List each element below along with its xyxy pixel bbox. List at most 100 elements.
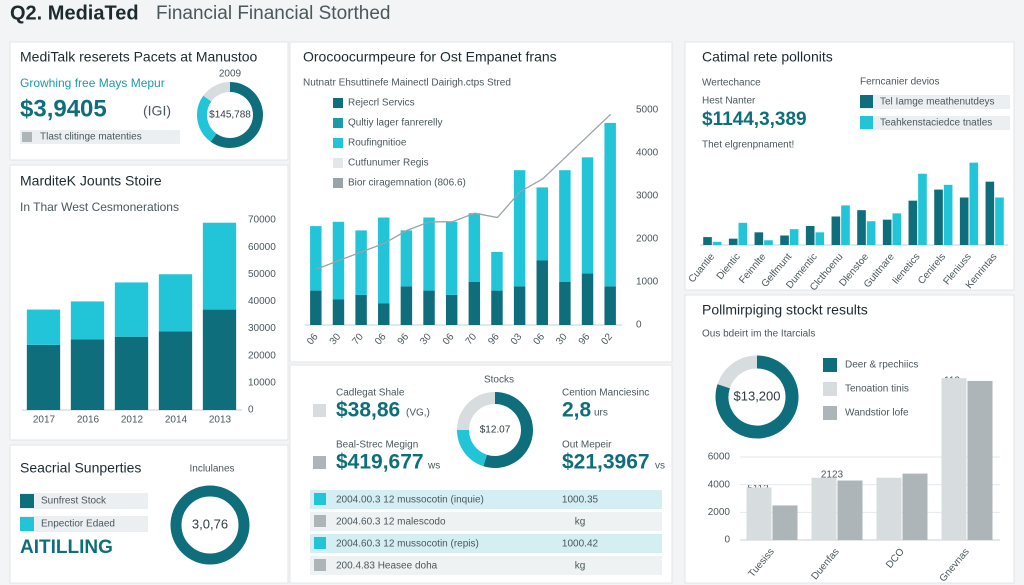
bar — [445, 294, 458, 325]
bar — [400, 286, 413, 325]
bar — [26, 309, 61, 345]
kpi-unit: ws — [427, 461, 440, 472]
panel-title: Pollmirpiging stockt results — [702, 302, 868, 318]
icon — [313, 456, 326, 469]
legend-swatch — [20, 517, 34, 531]
subtitle: Ous bdeirt im the Itarcials — [702, 329, 815, 340]
y-tick-label: 0 — [724, 535, 730, 546]
y-tick-label: 50000 — [248, 269, 276, 280]
note: Thet elgrenpnament! — [702, 140, 794, 151]
bar — [423, 290, 435, 325]
bar — [114, 282, 149, 337]
bar — [959, 197, 969, 245]
table-cell: 2004.00.3 12 mussocotin (inquie) — [336, 495, 484, 506]
bar — [581, 273, 594, 325]
y-tick-label: 2000 — [636, 234, 659, 245]
legend-label: Roufingnitioe — [348, 138, 407, 149]
bar — [26, 344, 61, 410]
kpi-unit: urs — [594, 408, 608, 419]
bar — [400, 230, 413, 287]
legend-swatch — [823, 406, 837, 420]
table-cell: kg — [575, 517, 586, 528]
bar — [70, 301, 105, 340]
bar — [805, 226, 815, 245]
legend-label: Bior ciragemnation (806.6) — [348, 178, 466, 189]
y-tick-label: 0 — [248, 405, 254, 416]
bar — [815, 232, 825, 245]
legend-swatch — [860, 95, 873, 108]
donut-slice — [170, 485, 250, 565]
y-tick-label: 70000 — [248, 215, 276, 226]
bar — [310, 226, 322, 291]
kpi: $3,9405 — [20, 95, 107, 122]
page-subtitle: Financial Financial Storthed — [156, 3, 390, 24]
bar — [728, 238, 738, 245]
donut-title: Stocks — [484, 375, 514, 386]
bar — [764, 240, 773, 245]
bar — [202, 309, 237, 410]
row-icon — [314, 537, 326, 549]
table-cell: 2004.60.3 12 malescodo — [336, 517, 446, 528]
y-tick-label: 6000 — [708, 452, 731, 463]
bar — [581, 157, 594, 274]
bar — [604, 122, 616, 287]
legend-label: Deer & rpechiics — [845, 360, 918, 371]
bar — [703, 237, 712, 245]
bar — [158, 274, 193, 332]
kpi-unit: vs — [655, 461, 665, 472]
table-row — [310, 534, 662, 553]
bar — [604, 286, 616, 325]
y-tick-label: 40000 — [248, 296, 276, 307]
bar — [941, 378, 967, 540]
legend-bg — [860, 95, 1010, 109]
legend-bg — [20, 130, 180, 144]
bar — [445, 221, 458, 295]
x-tick-label: 2014 — [165, 415, 188, 426]
legend-swatch — [333, 178, 343, 188]
kpi-label: Cention Manciesinc — [562, 388, 649, 399]
y-tick-label: 10000 — [248, 377, 276, 388]
subtitle: Nutnatr Ehsuttinefe Mainectl Dairigh.ctp… — [303, 78, 511, 89]
bar — [513, 286, 526, 325]
bar — [780, 235, 789, 245]
bar — [332, 299, 345, 325]
donut-label: 3,0,76 — [192, 516, 228, 531]
bar — [837, 480, 863, 540]
table-cell: 200.4.83 Heasee doha — [336, 561, 438, 572]
kpi-unit: (IGI) — [143, 103, 171, 119]
bar — [559, 170, 571, 282]
table-cell: 2004.60.3 12 mussocotin (repis) — [336, 539, 479, 550]
bar — [876, 477, 902, 540]
legend-label: Tel Iamge meathenutdeys — [880, 97, 995, 108]
bar — [746, 487, 772, 540]
bar — [995, 197, 1004, 245]
bar — [536, 187, 548, 261]
legend-swatch — [333, 158, 343, 168]
legend-swatch — [823, 358, 837, 372]
table: 2004.00.3 12 mussocotin (inquie) 1000.35 2… — [310, 490, 662, 575]
y-tick-label: 2000 — [708, 507, 731, 518]
donut-label: $145,788 — [209, 110, 251, 121]
table-row — [310, 490, 662, 509]
legend-bg — [20, 493, 148, 509]
bar — [969, 162, 979, 245]
panel-title: MarditeK Jounts Stoire — [20, 173, 162, 189]
y-tick-label: 3000 — [636, 191, 659, 202]
x-tick-label: 2017 — [33, 415, 56, 426]
bar — [892, 213, 902, 245]
bar — [310, 290, 322, 325]
page-title: Q2. MediaTed — [10, 2, 139, 24]
legend-label: Tlast clitinge matenties — [40, 132, 142, 143]
subtitle: In Thar West Cesmonerations — [20, 200, 179, 214]
bar — [967, 380, 993, 540]
bar — [754, 232, 764, 245]
legend-label: Cutfunumer Regis — [348, 158, 429, 169]
donut-slice — [210, 82, 263, 148]
legend-label: Qultiy lager fanrerelly — [348, 118, 442, 129]
label: Wertechance — [702, 78, 761, 89]
legend-bg — [860, 116, 1010, 130]
x-tick-label: 2016 — [77, 415, 100, 426]
bar — [70, 339, 105, 410]
bar — [772, 505, 798, 540]
legend-swatch — [333, 98, 343, 108]
